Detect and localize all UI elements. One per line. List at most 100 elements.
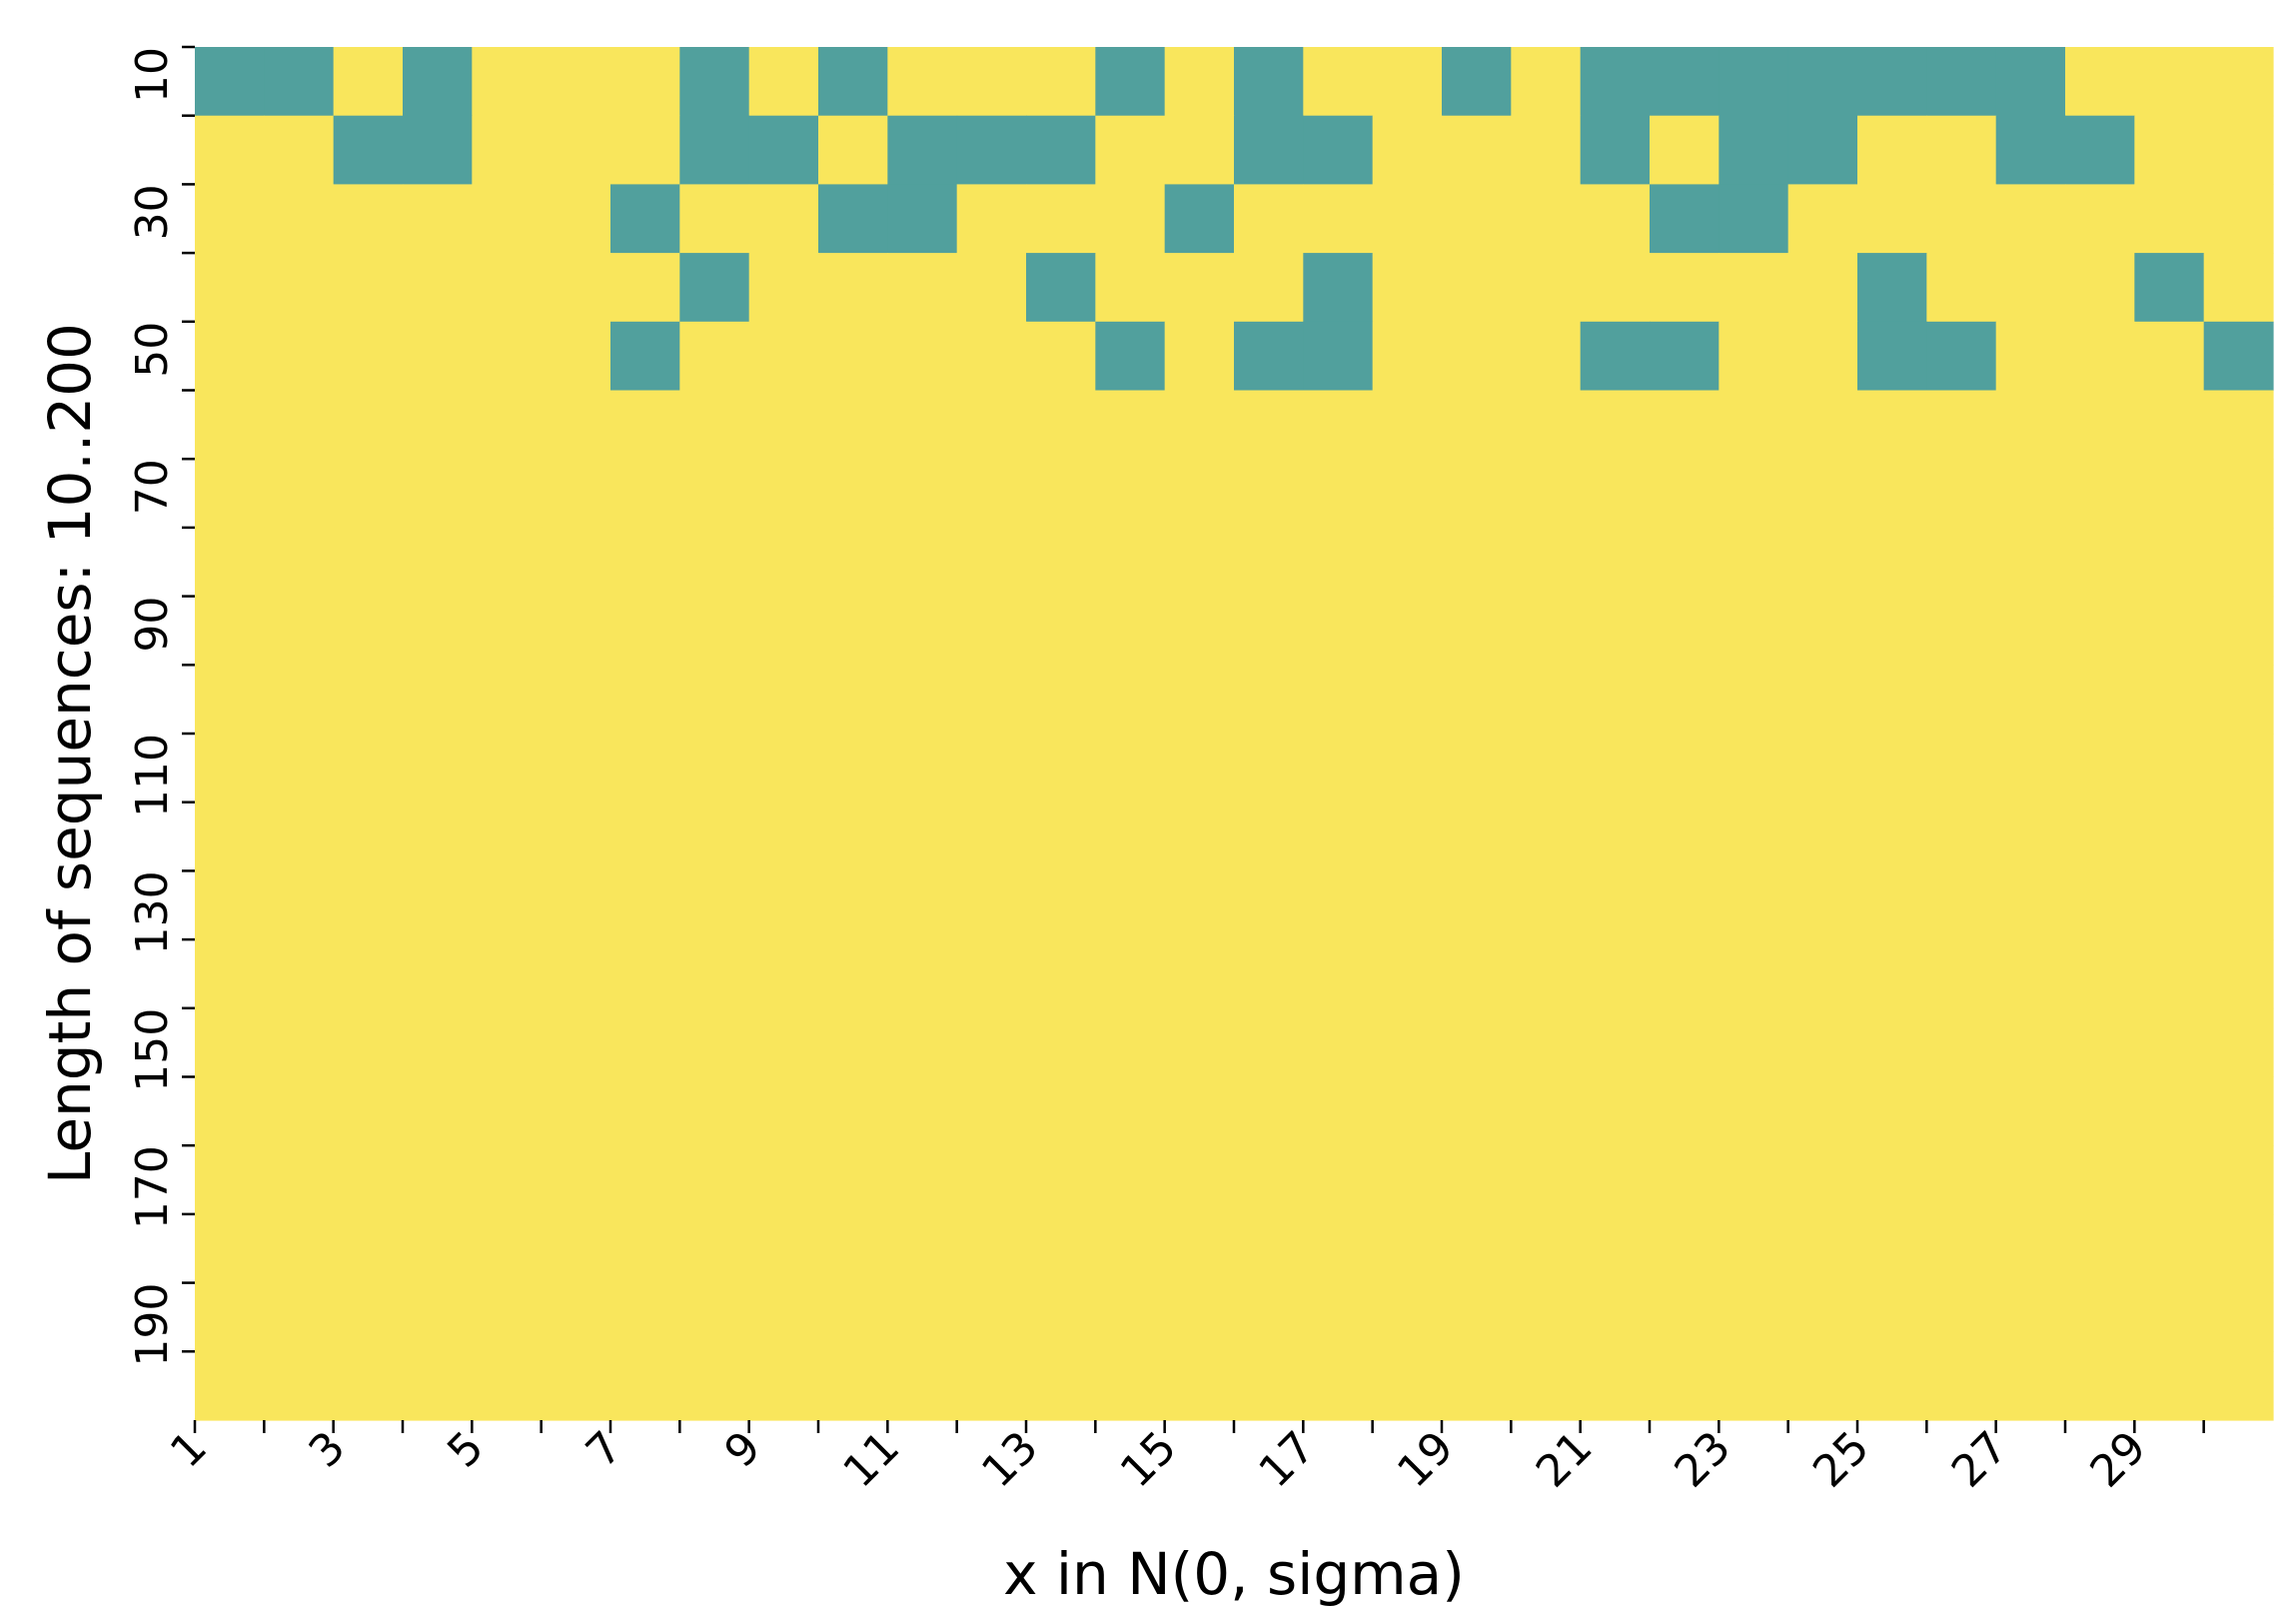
heatmap-cell xyxy=(1580,253,1651,323)
heatmap-cell xyxy=(1303,870,1374,940)
heatmap-cell xyxy=(956,115,1027,185)
heatmap-cell xyxy=(610,596,680,666)
heatmap-cell xyxy=(333,184,404,254)
heatmap-cell xyxy=(887,390,958,460)
heatmap-cell xyxy=(956,390,1027,460)
heatmap-cell xyxy=(1511,253,1582,323)
heatmap-cell xyxy=(1095,321,1166,392)
heatmap-cell xyxy=(1234,596,1304,666)
heatmap-cell xyxy=(1995,939,2066,1009)
y-tick-label: 50 xyxy=(127,322,178,378)
heatmap-cell xyxy=(956,1145,1027,1215)
heatmap-cell xyxy=(818,1282,888,1352)
heatmap-cell xyxy=(1026,870,1096,940)
heatmap-cells xyxy=(195,47,2274,1421)
heatmap-cell xyxy=(472,939,543,1009)
heatmap-cell xyxy=(1719,939,1789,1009)
heatmap-cell xyxy=(1442,939,1512,1009)
heatmap-cell xyxy=(956,1213,1027,1284)
heatmap-cell xyxy=(1372,665,1443,735)
heatmap-cell xyxy=(472,870,543,940)
x-tick-label: 13 xyxy=(972,1422,1048,1498)
heatmap-cell xyxy=(1857,527,1927,598)
heatmap-cell xyxy=(2203,390,2274,460)
heatmap-cell xyxy=(1511,1282,1582,1352)
heatmap-cell xyxy=(2203,802,2274,871)
heatmap-cell xyxy=(541,321,611,392)
heatmap-cell xyxy=(818,665,888,735)
heatmap-cell xyxy=(2203,321,2274,392)
heatmap-cell xyxy=(2065,870,2135,940)
heatmap-cell xyxy=(1719,596,1789,666)
heatmap-cell xyxy=(264,870,335,940)
x-tick-label: 15 xyxy=(1111,1422,1187,1498)
heatmap-cell xyxy=(679,1076,750,1146)
heatmap-cell xyxy=(1095,596,1166,666)
heatmap-cell xyxy=(1303,47,1374,117)
heatmap-cell xyxy=(1303,390,1374,460)
heatmap-cell xyxy=(1926,665,1997,735)
heatmap-cell xyxy=(1234,1282,1304,1352)
heatmap-cell xyxy=(1719,321,1789,392)
heatmap-cell xyxy=(1372,596,1443,666)
heatmap-cell xyxy=(1095,115,1166,185)
heatmap-cell xyxy=(679,253,750,323)
heatmap-cell xyxy=(1026,802,1096,871)
heatmap-cell xyxy=(1926,527,1997,598)
x-tick-label: 5 xyxy=(438,1422,494,1478)
heatmap-cell xyxy=(1372,527,1443,598)
heatmap-cell xyxy=(472,459,543,529)
heatmap-cell xyxy=(1650,1213,1720,1284)
heatmap-cell xyxy=(1234,321,1304,392)
heatmap-cell xyxy=(1719,1351,1789,1421)
x-tick-label: 27 xyxy=(1942,1422,2018,1498)
x-axis-ticks: 1 3 5 7 9 11 13 15 17 19 21 23 25 27 29 xyxy=(161,1420,2205,1498)
heatmap-cell xyxy=(1026,253,1096,323)
heatmap-cell xyxy=(1995,527,2066,598)
heatmap-cell xyxy=(472,665,543,735)
heatmap-cell xyxy=(2065,390,2135,460)
heatmap-cell xyxy=(1857,939,1927,1009)
heatmap-cell xyxy=(541,459,611,529)
heatmap-cell xyxy=(2065,939,2135,1009)
heatmap-cell xyxy=(2134,390,2205,460)
heatmap-cell xyxy=(1511,184,1582,254)
heatmap-cell xyxy=(956,734,1027,804)
heatmap-cell xyxy=(1650,1145,1720,1215)
heatmap-cell xyxy=(1303,596,1374,666)
heatmap-cell xyxy=(1234,939,1304,1009)
heatmap-cell xyxy=(748,1282,819,1352)
heatmap-cell xyxy=(1164,390,1235,460)
heatmap-cell xyxy=(403,734,473,804)
heatmap-cell xyxy=(403,527,473,598)
heatmap-cell xyxy=(1787,1282,1858,1352)
heatmap-cell xyxy=(1442,527,1512,598)
heatmap-cell xyxy=(1580,321,1651,392)
heatmap-cell xyxy=(1650,1076,1720,1146)
heatmap-cell xyxy=(1095,1282,1166,1352)
heatmap-cell xyxy=(1372,1007,1443,1078)
heatmap-cell xyxy=(1787,1076,1858,1146)
heatmap-cell xyxy=(818,459,888,529)
heatmap-cell xyxy=(2065,321,2135,392)
heatmap-cell xyxy=(1787,1351,1858,1421)
heatmap-cell xyxy=(1857,459,1927,529)
heatmap-cell xyxy=(1372,1076,1443,1146)
heatmap-cell xyxy=(887,1007,958,1078)
heatmap-cell xyxy=(1857,115,1927,185)
heatmap-cell xyxy=(956,802,1027,871)
y-tick-label: 90 xyxy=(127,597,178,653)
heatmap-cell xyxy=(333,527,404,598)
heatmap-cell xyxy=(1995,1282,2066,1352)
heatmap-cell xyxy=(1719,115,1789,185)
heatmap-cell xyxy=(956,47,1027,117)
heatmap-cell xyxy=(1787,734,1858,804)
heatmap-cell xyxy=(1580,1213,1651,1284)
heatmap-cell xyxy=(2065,459,2135,529)
heatmap-cell xyxy=(195,802,265,871)
heatmap-cell xyxy=(541,115,611,185)
heatmap-cell xyxy=(403,253,473,323)
heatmap-cell xyxy=(748,870,819,940)
heatmap-cell xyxy=(610,390,680,460)
